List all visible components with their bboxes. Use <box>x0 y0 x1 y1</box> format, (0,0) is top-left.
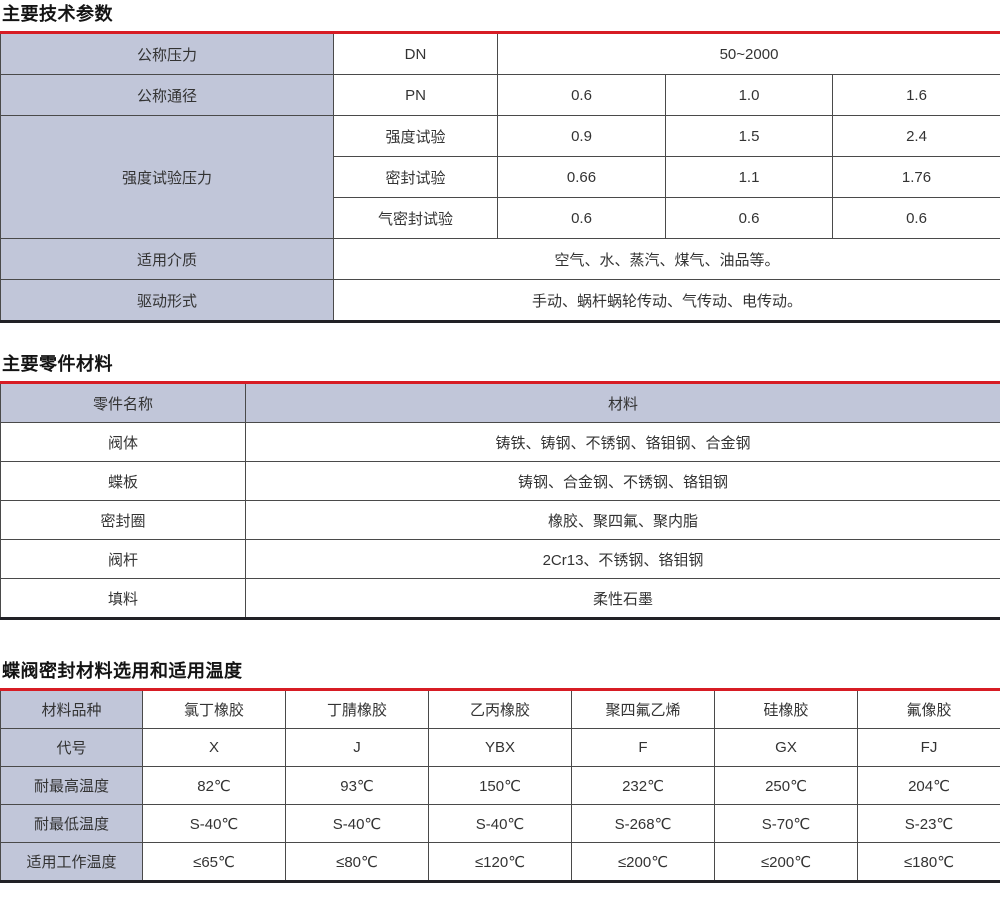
material-code: X <box>142 728 286 767</box>
material-code: FJ <box>857 728 1000 767</box>
value-airseal-3: 0.6 <box>831 197 1000 239</box>
min-temperature: S-40℃ <box>428 804 572 843</box>
part-name: 蝶板 <box>0 461 246 501</box>
value-pn-2: 1.0 <box>665 74 833 116</box>
row-key-airseal-test: 气密封试验 <box>333 197 498 239</box>
column-header-part-name: 零件名称 <box>0 382 246 423</box>
row-key-seal-test: 密封试验 <box>333 156 498 198</box>
section-title-technical-parameters: 主要技术参数 <box>2 4 113 24</box>
section-spacer <box>0 323 1000 353</box>
min-temperature: S-40℃ <box>142 804 286 843</box>
part-name: 填料 <box>0 578 246 619</box>
row-label-test-pressure: 强度试验压力 <box>0 115 334 239</box>
row-label-code: 代号 <box>0 728 143 767</box>
value-airseal-2: 0.6 <box>665 197 833 239</box>
table-row: 强度试验压力 强度试验 0.9 1.5 2.4 <box>0 115 1000 239</box>
section-title-seal-material-temperature: 蝶阀密封材料选用和适用温度 <box>2 661 243 681</box>
row-key-strength-test: 强度试验 <box>333 115 498 157</box>
material-code: F <box>571 728 715 767</box>
value-seal-2: 1.1 <box>665 156 833 198</box>
part-material: 柔性石墨 <box>245 578 1000 619</box>
parts-materials-table: 零件名称 材料 阀体 铸铁、铸钢、不锈钢、铬钼钢、合金钢 蝶板 铸钢、合金钢、不… <box>0 381 1000 620</box>
material-name: 乙丙橡胶 <box>428 689 572 729</box>
value-applicable-media: 空气、水、蒸汽、煤气、油品等。 <box>332 238 1000 280</box>
max-temperature: 93℃ <box>285 766 429 805</box>
value-seal-3: 1.76 <box>831 156 1000 198</box>
part-material: 铸钢、合金钢、不锈钢、铬钼钢 <box>245 461 1000 501</box>
max-temperature: 204℃ <box>857 766 1000 805</box>
table-row: 公称通径 PN 0.6 1.0 1.6 <box>0 74 1000 116</box>
value-drive-type: 手动、蜗杆蜗轮传动、气传动、电传动。 <box>332 279 1000 322</box>
seal-material-temperature-table: 材料品种 氯丁橡胶 丁腈橡胶 乙丙橡胶 聚四氟乙烯 硅橡胶 氟像胶 代号 X J… <box>0 688 1000 883</box>
table-row: 阀杆 2Cr13、不锈钢、铬钼钢 <box>0 539 1000 579</box>
part-material: 铸铁、铸钢、不锈钢、铬钼钢、合金钢 <box>245 422 1000 462</box>
table-row: 气密封试验 0.6 0.6 0.6 <box>1 197 1000 239</box>
value-dn-range: 50~2000 <box>496 32 1000 75</box>
value-pn-1: 0.6 <box>497 74 666 116</box>
min-temperature: S-23℃ <box>857 804 1000 843</box>
table-row: 填料 柔性石墨 <box>0 578 1000 619</box>
section-spacer <box>0 620 1000 660</box>
table-row: 耐最高温度 82℃ 93℃ 150℃ 232℃ 250℃ 204℃ <box>0 766 1000 805</box>
part-name: 密封圈 <box>0 500 246 540</box>
working-temperature: ≤65℃ <box>142 842 286 882</box>
material-name: 丁腈橡胶 <box>285 689 429 729</box>
table-row: 阀体 铸铁、铸钢、不锈钢、铬钼钢、合金钢 <box>0 422 1000 462</box>
min-temperature: S-40℃ <box>285 804 429 843</box>
value-airseal-1: 0.6 <box>497 197 666 239</box>
technical-parameters-table: 公称压力 DN 50~2000 公称通径 PN 0.6 1.0 1.6 强度试验… <box>0 31 1000 323</box>
material-code: J <box>285 728 429 767</box>
material-name: 硅橡胶 <box>714 689 858 729</box>
table-row: 驱动形式 手动、蜗杆蜗轮传动、气传动、电传动。 <box>0 279 1000 322</box>
material-code: YBX <box>428 728 572 767</box>
part-name: 阀体 <box>0 422 246 462</box>
working-temperature: ≤180℃ <box>857 842 1000 882</box>
value-strength-2: 1.5 <box>665 115 833 157</box>
value-pn-3: 1.6 <box>831 74 1000 116</box>
row-label-nominal-pressure: 公称压力 <box>0 32 334 75</box>
material-name: 聚四氟乙烯 <box>571 689 715 729</box>
table-row: 蝶板 铸钢、合金钢、不锈钢、铬钼钢 <box>0 461 1000 501</box>
max-temperature: 232℃ <box>571 766 715 805</box>
table-row: 适用介质 空气、水、蒸汽、煤气、油品等。 <box>0 238 1000 280</box>
material-code: GX <box>714 728 858 767</box>
table-row: 代号 X J YBX F GX FJ <box>0 728 1000 767</box>
section-title-main-parts-materials: 主要零件材料 <box>2 354 113 374</box>
table-row: 耐最低温度 S-40℃ S-40℃ S-40℃ S-268℃ S-70℃ S-2… <box>0 804 1000 843</box>
row-label-min-temperature: 耐最低温度 <box>0 804 143 843</box>
value-seal-1: 0.66 <box>497 156 666 198</box>
row-label-drive-type: 驱动形式 <box>0 279 334 322</box>
row-label-working-temperature: 适用工作温度 <box>0 842 143 882</box>
table-row: 密封试验 0.66 1.1 1.76 <box>1 156 1000 198</box>
part-material: 2Cr13、不锈钢、铬钼钢 <box>245 539 1000 579</box>
row-label-max-temperature: 耐最高温度 <box>0 766 143 805</box>
table-row: 密封圈 橡胶、聚四氟、聚内脂 <box>0 500 1000 540</box>
working-temperature: ≤200℃ <box>571 842 715 882</box>
table-row: 适用工作温度 ≤65℃ ≤80℃ ≤120℃ ≤200℃ ≤200℃ ≤180℃ <box>0 842 1000 882</box>
table-header-row: 零件名称 材料 <box>0 382 1000 423</box>
min-temperature: S-70℃ <box>714 804 858 843</box>
row-key-pn: PN <box>333 74 498 116</box>
part-material: 橡胶、聚四氟、聚内脂 <box>245 500 1000 540</box>
material-name: 氯丁橡胶 <box>142 689 286 729</box>
working-temperature: ≤80℃ <box>285 842 429 882</box>
row-label-applicable-media: 适用介质 <box>0 238 334 280</box>
row-label-material-type: 材料品种 <box>0 689 143 729</box>
min-temperature: S-268℃ <box>571 804 715 843</box>
table-row: 公称压力 DN 50~2000 <box>0 32 1000 75</box>
material-name: 氟像胶 <box>857 689 1000 729</box>
row-key-dn: DN <box>333 32 498 75</box>
max-temperature: 250℃ <box>714 766 858 805</box>
part-name: 阀杆 <box>0 539 246 579</box>
row-label-nominal-diameter: 公称通径 <box>0 74 334 116</box>
max-temperature: 82℃ <box>142 766 286 805</box>
working-temperature: ≤200℃ <box>714 842 858 882</box>
value-strength-3: 2.4 <box>831 115 1000 157</box>
max-temperature: 150℃ <box>428 766 572 805</box>
column-header-material: 材料 <box>245 382 1000 423</box>
working-temperature: ≤120℃ <box>428 842 572 882</box>
value-strength-1: 0.9 <box>497 115 666 157</box>
table-header-row: 材料品种 氯丁橡胶 丁腈橡胶 乙丙橡胶 聚四氟乙烯 硅橡胶 氟像胶 <box>0 689 1000 729</box>
